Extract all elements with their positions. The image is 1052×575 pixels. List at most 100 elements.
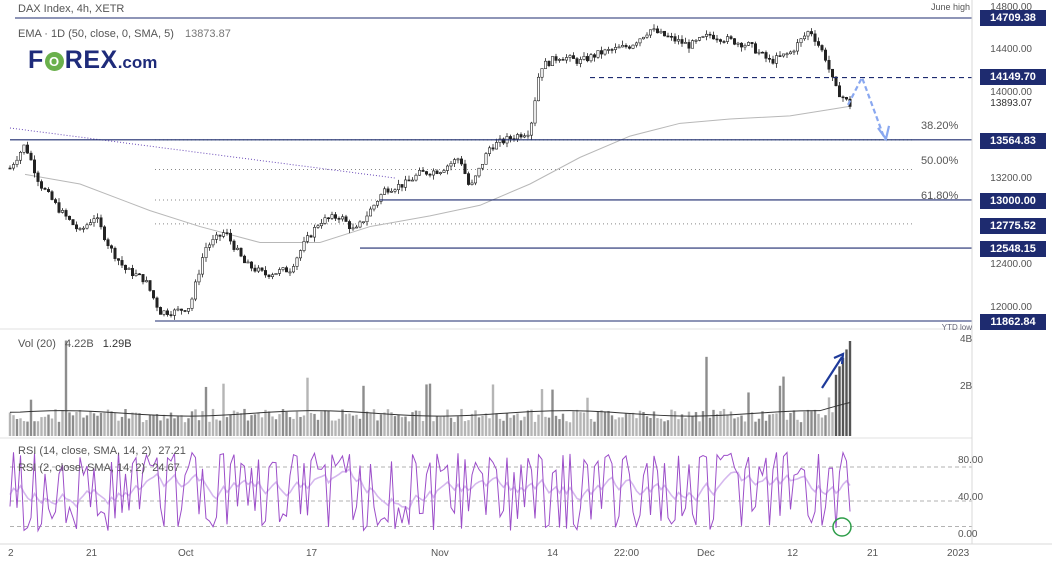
- volume-bar: [687, 411, 691, 436]
- volume-bar: [302, 415, 306, 436]
- price-tag-ytd-low: 11862.84: [980, 314, 1046, 330]
- volume-bar: [432, 421, 435, 436]
- candle-body: [152, 290, 156, 299]
- volume-bar: [736, 417, 740, 436]
- candle-body: [578, 59, 582, 64]
- candle-body: [676, 39, 680, 42]
- volume-bar: [785, 419, 789, 436]
- volume-bar: [68, 412, 71, 436]
- candle-body: [760, 51, 764, 54]
- candle-body: [407, 179, 411, 182]
- candle-body: [715, 38, 719, 41]
- candle-body: [452, 159, 456, 164]
- candle-body: [267, 274, 271, 278]
- grid: [10, 466, 972, 527]
- volume-bar: [425, 384, 428, 436]
- volume-bar: [127, 418, 131, 436]
- candle-body: [208, 244, 212, 248]
- volume-bar: [645, 416, 649, 436]
- candle-body: [473, 175, 477, 184]
- volume-bar: [113, 412, 117, 436]
- candle-body: [194, 281, 198, 300]
- volume-bar: [365, 411, 369, 436]
- volume-arrow: [821, 356, 843, 389]
- candle-body: [43, 188, 47, 190]
- candle-body: [564, 57, 568, 61]
- volume-bar: [596, 411, 600, 436]
- volume-bar: [533, 421, 537, 436]
- candle-body: [344, 216, 348, 222]
- candle-body: [470, 182, 474, 185]
- volume-bar: [358, 418, 362, 436]
- candle-body: [687, 42, 691, 49]
- volume-bar: [544, 416, 547, 436]
- volume-bar: [796, 419, 799, 436]
- volume-bar: [313, 413, 316, 436]
- candle-body: [39, 181, 43, 189]
- candle-body: [68, 215, 72, 220]
- candle-body: [159, 307, 163, 315]
- volume-bar: [376, 420, 379, 436]
- candle-body: [162, 310, 166, 315]
- volume-bar: [537, 414, 540, 436]
- candle-body: [229, 232, 233, 242]
- candle-body: [662, 30, 666, 37]
- volume-bar: [12, 415, 15, 436]
- volume-bar: [134, 412, 138, 436]
- candle-body: [218, 234, 222, 237]
- candle-body: [103, 226, 107, 240]
- candle-body: [32, 159, 36, 174]
- volume-bar: [831, 412, 834, 436]
- volume-bar: [523, 416, 526, 436]
- rsi14-value: 27.21: [158, 445, 186, 457]
- volume-bar: [33, 421, 36, 436]
- volume-bar: [810, 411, 813, 436]
- volume-bar: [54, 409, 57, 436]
- volume-bar: [428, 383, 432, 436]
- x-tick-21: 21: [86, 548, 98, 559]
- volume-bar: [817, 413, 820, 436]
- volume-bars: [8, 340, 852, 436]
- candle-body: [281, 267, 285, 270]
- rsi14-label: RSI (14, close, SMA, 14, 2): [18, 445, 152, 457]
- volume-bar: [316, 419, 320, 436]
- candle-body: [466, 173, 470, 185]
- volume-ma-line: [9, 402, 851, 417]
- price-tag-june-high: 14709.38: [980, 10, 1046, 26]
- candle-body: [250, 261, 254, 269]
- candle-body: [347, 221, 351, 230]
- volume-bar: [824, 415, 827, 436]
- volume-bar: [344, 414, 348, 436]
- volume-bar: [264, 409, 267, 436]
- volume-bar: [75, 411, 78, 436]
- candle-body: [491, 147, 495, 150]
- volume-bar: [306, 377, 309, 436]
- candle-body: [599, 50, 603, 55]
- volume-bar: [145, 420, 148, 436]
- candle-body: [536, 76, 540, 102]
- candle-body: [634, 42, 638, 46]
- volume-bar: [418, 410, 421, 436]
- candle-body: [806, 31, 810, 37]
- volume-value-1: 4.22B: [64, 338, 94, 350]
- candle-body: [253, 267, 257, 272]
- volume-bar: [775, 413, 778, 436]
- candle-body: [515, 134, 519, 140]
- x-tick-2200: 22:00: [614, 548, 640, 559]
- volume-legend: Vol (20) 4.22B 1.29B: [18, 338, 132, 350]
- candle-body: [337, 218, 341, 220]
- candle-body: [138, 273, 142, 276]
- volume-bar: [162, 414, 166, 436]
- x-tick-21b: 21: [867, 548, 879, 559]
- volume-bar: [624, 413, 628, 436]
- candle-body: [540, 68, 544, 78]
- ema-line: [24, 105, 851, 244]
- volume-bar: [29, 399, 33, 436]
- candle-body: [757, 51, 761, 54]
- volume-bar: [190, 411, 194, 436]
- candle-body: [326, 217, 330, 220]
- rsi2-value: 24.67: [152, 462, 180, 474]
- volume-bar: [246, 420, 250, 436]
- volume-bar: [281, 409, 285, 436]
- candle-body: [187, 308, 191, 312]
